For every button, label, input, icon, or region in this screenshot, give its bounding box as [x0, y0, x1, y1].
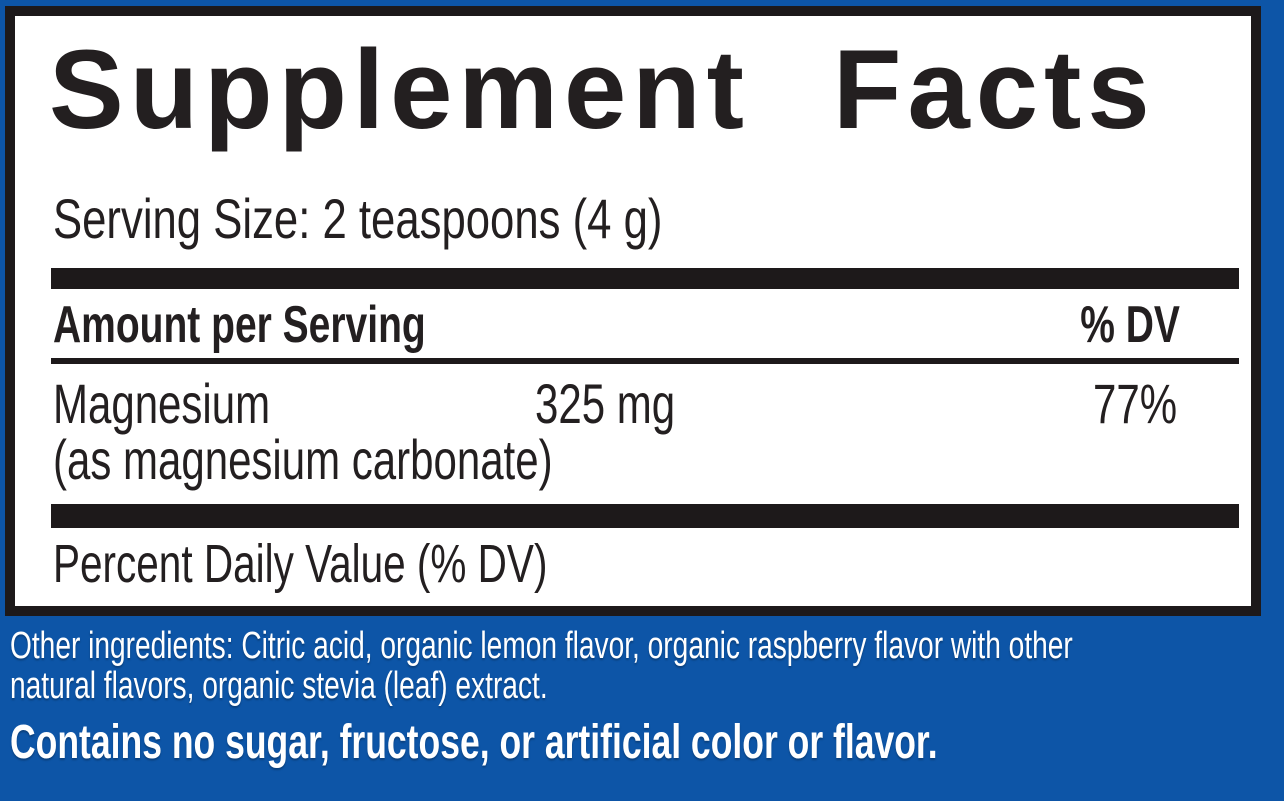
other-ingredients-line1: Other ingredients: Citric acid, organic …: [10, 625, 1073, 667]
nutrient-name: Magnesium: [53, 372, 271, 435]
percent-daily-value-footnote: Percent Daily Value (% DV): [53, 534, 548, 594]
divider-bar-thick-top: [51, 268, 1239, 289]
nutrient-amount: 325 mg: [535, 372, 676, 435]
divider-line-thin: [51, 358, 1239, 364]
contains-statement: Contains no sugar, fructose, or artifici…: [10, 716, 938, 769]
other-ingredients-line2: natural flavors, organic stevia (leaf) e…: [10, 665, 548, 707]
nutrient-detail: (as magnesium carbonate): [53, 428, 553, 491]
nutrient-percent-dv: 77%: [1092, 372, 1177, 435]
divider-bar-thick-bottom: [51, 504, 1239, 528]
amount-per-serving-header: Amount per Serving: [53, 296, 426, 354]
supplement-facts-title: Supplement Facts: [49, 27, 1156, 152]
percent-dv-header: % DV: [1080, 296, 1180, 354]
supplement-facts-panel: Supplement Facts Serving Size: 2 teaspoo…: [5, 6, 1261, 616]
serving-size-text: Serving Size: 2 teaspoons (4 g): [53, 187, 663, 250]
